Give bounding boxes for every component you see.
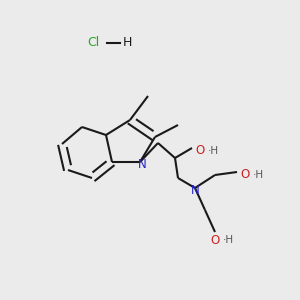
Text: ·H: ·H (223, 235, 234, 245)
Text: N: N (138, 158, 146, 170)
Text: H: H (122, 37, 132, 50)
Text: N: N (190, 184, 200, 196)
Text: O: O (195, 145, 204, 158)
Text: O: O (210, 233, 219, 247)
Text: Cl: Cl (87, 37, 99, 50)
Text: ·H: ·H (253, 170, 264, 180)
Text: O: O (240, 169, 249, 182)
Text: ·H: ·H (208, 146, 219, 156)
